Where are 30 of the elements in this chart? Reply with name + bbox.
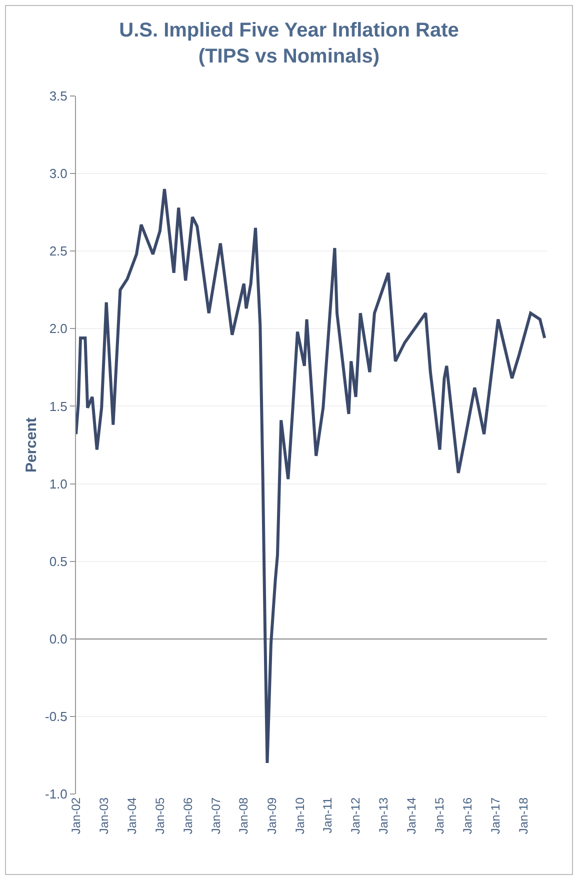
y-tick-label: 3.5 [49, 88, 68, 104]
x-tick-label: Jan-06 [180, 797, 195, 834]
x-tick-label: Jan-17 [488, 797, 503, 834]
y-tick-label: 0.5 [49, 554, 68, 569]
x-tick-label: Jan-13 [376, 797, 391, 834]
x-tick-label: Jan-02 [68, 797, 83, 834]
y-tick-label: -0.5 [44, 708, 68, 724]
y-tick-label: 1.0 [49, 476, 68, 492]
y-tick-label: 3.0 [49, 166, 68, 182]
x-tick-label: Jan-16 [460, 797, 475, 834]
y-tick-label: 2.0 [49, 321, 68, 336]
x-tick-label: Jan-10 [292, 797, 307, 834]
x-tick-label: Jan-04 [124, 797, 139, 834]
y-tick-label: 2.5 [49, 244, 68, 259]
x-tick-label: Jan-14 [404, 797, 419, 834]
x-tick-label: Jan-11 [320, 797, 335, 834]
x-tick-label: Jan-05 [152, 797, 167, 834]
y-tick-label: -1.0 [44, 786, 68, 802]
y-axis-title: Percent [23, 417, 40, 473]
x-tick-label: Jan-07 [208, 797, 223, 834]
x-tick-label: Jan-03 [96, 797, 111, 834]
x-tick-label: Jan-09 [264, 797, 279, 834]
y-tick-label: 0.0 [49, 631, 68, 646]
chart-title: U.S. Implied Five Year Inflation Rate (TIPS vs Nominals) [119, 19, 459, 68]
x-tick-label: Jan-12 [348, 797, 363, 834]
y-tick-label: 1.5 [49, 398, 68, 414]
line-series [76, 188, 546, 764]
x-tick-label: Jan-08 [236, 797, 251, 834]
x-tick-label: Jan-15 [432, 797, 447, 834]
x-tick-label: Jan-18 [516, 797, 531, 834]
